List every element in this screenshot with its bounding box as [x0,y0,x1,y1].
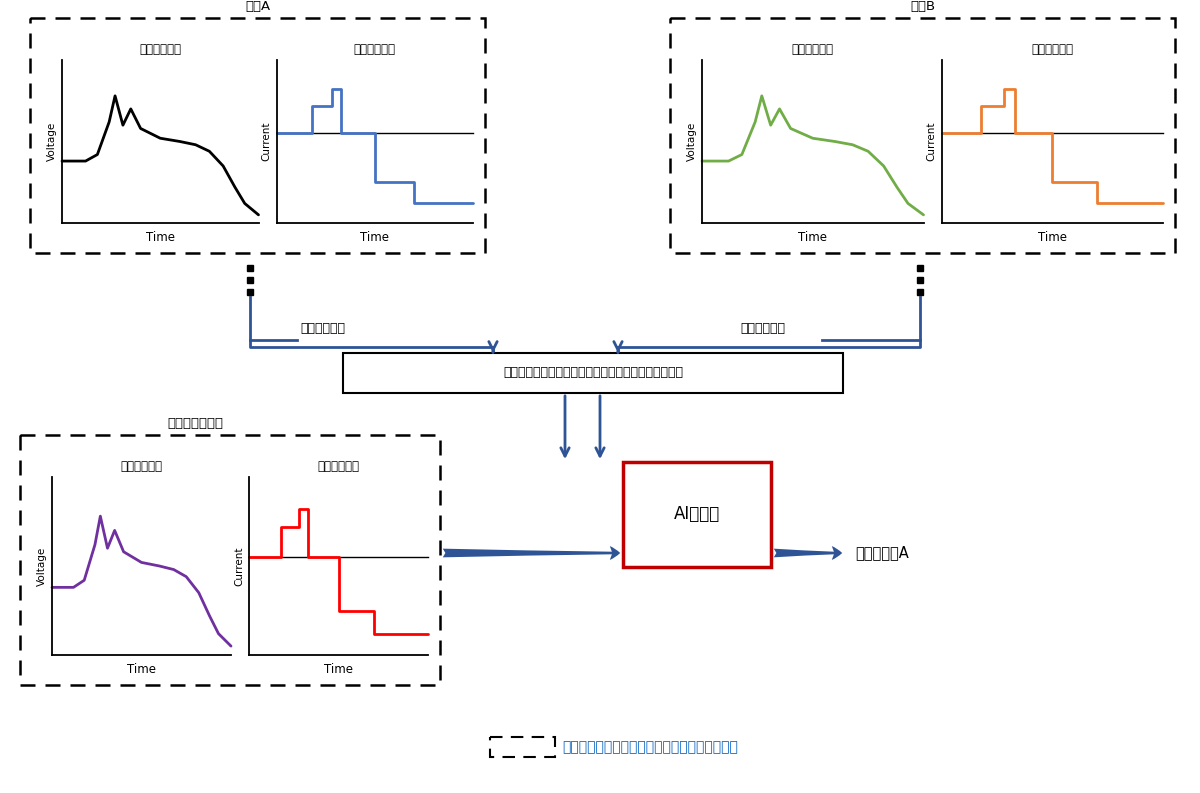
FancyBboxPatch shape [343,353,842,393]
Text: 大量のデータ: 大量のデータ [740,321,785,335]
Text: 電池B: 電池B [910,0,935,13]
Text: 電池A: 電池A [245,0,270,13]
FancyBboxPatch shape [623,462,772,567]
Text: リチウムイオン電池のパルス充放電特性の一例: リチウムイオン電池のパルス充放電特性の一例 [562,740,738,754]
Text: 分類不明の電池: 分類不明の電池 [167,417,223,430]
Text: AIモデル: AIモデル [674,505,720,523]
Text: Current: Current [926,122,936,161]
Text: Current: Current [262,122,271,161]
Text: Time: Time [360,231,389,244]
Text: Current: Current [234,546,244,586]
Text: Voltage: Voltage [37,546,47,585]
Text: Time: Time [127,663,156,676]
Text: 各電池の電圧や電流などのパラメータとの関係を学習: 各電池の電圧や電流などのパラメータとの関係を学習 [503,366,683,380]
Text: 電流パターン: 電流パターン [354,43,396,56]
Text: 分類：電池A: 分類：電池A [854,546,908,561]
Text: 電圧パターン: 電圧パターン [120,460,162,473]
Text: Time: Time [324,663,353,676]
Text: 電圧パターン: 電圧パターン [139,43,181,56]
Text: 電流パターン: 電流パターン [318,460,360,473]
Text: 電圧パターン: 電圧パターン [792,43,834,56]
Text: 大量のデータ: 大量のデータ [300,321,346,335]
Text: Time: Time [1038,231,1067,244]
Text: Voltage: Voltage [686,122,697,161]
Text: Time: Time [145,231,175,244]
Text: Time: Time [798,231,827,244]
Text: Voltage: Voltage [47,122,58,161]
Text: 電流パターン: 電流パターン [1031,43,1073,56]
